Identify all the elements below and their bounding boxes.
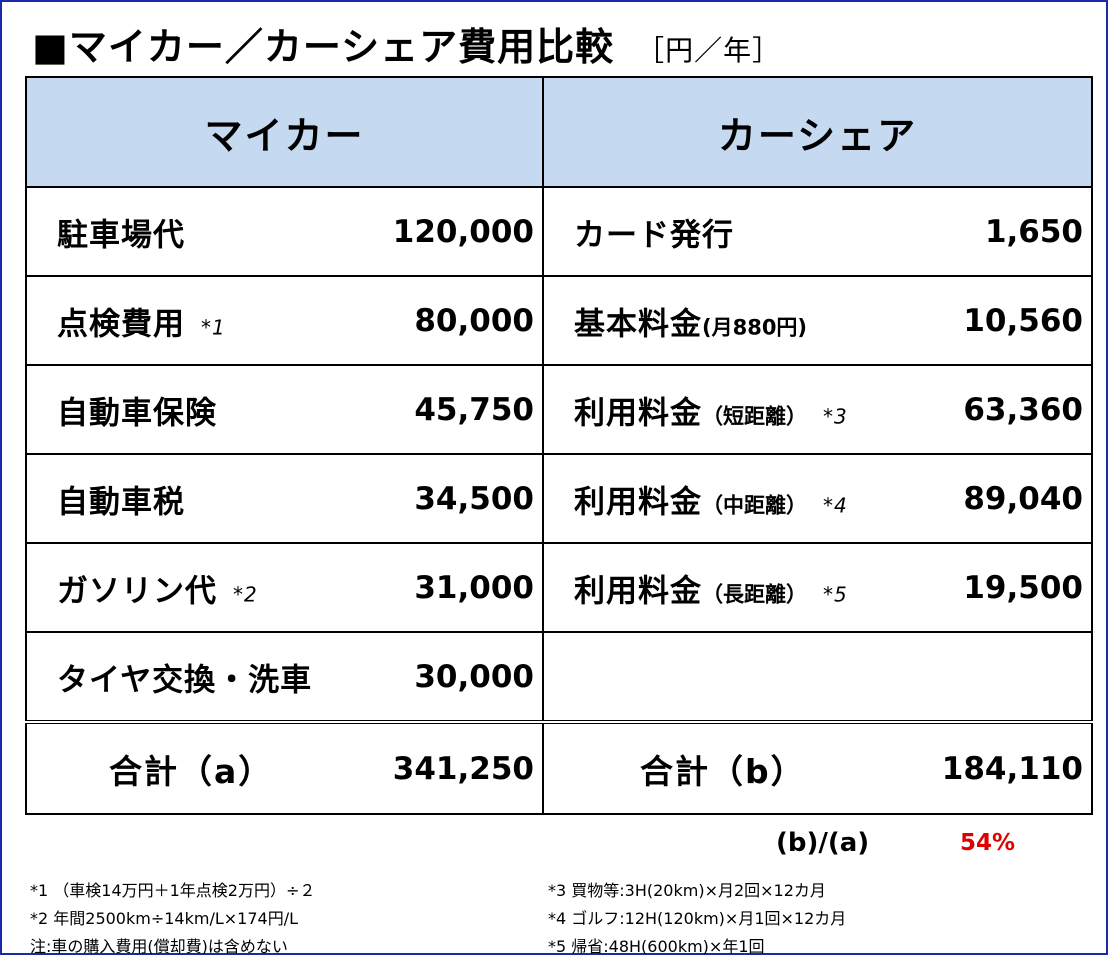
ratio-value: 54% [960, 830, 1016, 856]
left-item-label: ガソリン代 *2 [57, 565, 258, 610]
left-item-name: 点検費用 [57, 306, 185, 342]
right-cell [542, 631, 1093, 723]
cost-row: 駐車場代 120,000 カード発行 1,650 [25, 186, 1093, 277]
ratio-label: (b)/(a) [776, 828, 870, 858]
right-item-name: 利用料金 [574, 573, 702, 609]
left-item-name: タイヤ交換・洗車 [57, 662, 313, 698]
left-item-value: 45,750 [414, 391, 534, 428]
comparison-table: マイカー カーシェア 駐車場代 120,000 カード発行 1,650 点検費用 *1 80… [25, 76, 1093, 815]
total-b-label: 合計（b） [640, 751, 806, 791]
left-cell: 駐車場代 120,000 [25, 186, 544, 277]
right-footnote-ref: *5 [823, 582, 848, 606]
title-main: ■マイカー／カーシェア費用比較 [32, 25, 615, 69]
right-item-label: 基本料金(月880円) [574, 298, 823, 343]
total-mycar-cell: 合計（a） 341,250 [25, 720, 544, 815]
page-title: ■マイカー／カーシェア費用比較 ［円／年］ [32, 16, 781, 71]
total-a-value: 341,250 [392, 750, 534, 787]
right-cell: 利用料金（中距離） *4 89,040 [542, 453, 1093, 544]
total-a-label: 合計（a） [109, 751, 274, 791]
left-footnote-ref: *1 [201, 315, 226, 339]
right-item-label [574, 659, 590, 695]
right-item-value: 63,360 [963, 391, 1083, 428]
cost-row: 自動車保険 45,750 利用料金（短距離） *3 63,360 [25, 364, 1093, 455]
right-footnote-ref: *3 [823, 404, 848, 428]
footnote-1: *1 （車検14万円＋1年点検2万円）÷２ [30, 881, 316, 900]
footnote-2: *2 年間2500km÷14km/L×174円/L [30, 909, 299, 928]
right-cell: 利用料金（短距離） *3 63,360 [542, 364, 1093, 455]
right-item-value: 19,500 [963, 569, 1083, 606]
left-item-label: タイヤ交換・洗車 [57, 654, 328, 699]
left-item-name: 自動車保険 [57, 395, 217, 431]
total-row: 合計（a） 341,250 合計（b） 184,110 [25, 720, 1093, 815]
right-item-label: 利用料金（短距離） *3 [574, 387, 848, 432]
left-cell: 自動車税 34,500 [25, 453, 544, 544]
left-item-name: 駐車場代 [57, 217, 185, 253]
right-footnote-ref: *4 [823, 493, 848, 517]
total-carshare-cell: 合計（b） 184,110 [542, 720, 1093, 815]
right-item-value: 10,560 [963, 302, 1083, 339]
header-row: マイカー カーシェア [25, 76, 1093, 188]
left-cell: 点検費用 *1 80,000 [25, 275, 544, 366]
left-cell: 自動車保険 45,750 [25, 364, 544, 455]
footnote-note: 注:車の購入費用(償却費)は含めない [30, 937, 288, 956]
left-item-value: 34,500 [414, 480, 534, 517]
total-b-value: 184,110 [941, 750, 1083, 787]
right-item-detail: （短距離） [702, 404, 807, 428]
right-item-detail: (月880円) [702, 315, 808, 339]
header-mycar: マイカー [25, 76, 544, 188]
footnote-3: *3 買物等:3H(20km)×月2回×12カ月 [548, 881, 826, 900]
right-item-label: 利用料金（長距離） *5 [574, 565, 848, 610]
left-item-label: 自動車税 [57, 476, 201, 521]
right-item-name: 利用料金 [574, 484, 702, 520]
left-item-value: 120,000 [392, 213, 534, 250]
left-item-value: 31,000 [414, 569, 534, 606]
title-unit: ［円／年］ [636, 34, 782, 67]
right-cell: 基本料金(月880円) 10,560 [542, 275, 1093, 366]
right-cell: カード発行 1,650 [542, 186, 1093, 277]
footnote-4: *4 ゴルフ:12H(120km)×月1回×12カ月 [548, 909, 847, 928]
right-item-label: 利用料金（中距離） *4 [574, 476, 848, 521]
right-item-label: カード発行 [574, 209, 750, 254]
cost-row: 点検費用 *1 80,000 基本料金(月880円) 10,560 [25, 275, 1093, 366]
right-item-value: 1,650 [984, 213, 1083, 250]
right-item-name: 利用料金 [574, 395, 702, 431]
left-footnote-ref: *2 [233, 582, 258, 606]
right-item-detail: （中距離） [702, 493, 807, 517]
footnote-5: *5 帰省:48H(600km)×年1回 [548, 937, 765, 956]
right-item-name: 基本料金 [574, 306, 702, 342]
right-item-value: 89,040 [963, 480, 1083, 517]
left-item-label: 自動車保険 [57, 387, 233, 432]
left-cell: タイヤ交換・洗車 30,000 [25, 631, 544, 723]
right-item-name: カード発行 [574, 217, 734, 253]
left-item-label: 点検費用 *1 [57, 298, 226, 343]
left-cell: ガソリン代 *2 31,000 [25, 542, 544, 633]
right-item-detail: （長距離） [702, 582, 807, 606]
cost-row: タイヤ交換・洗車 30,000 [25, 631, 1093, 723]
right-cell: 利用料金（長距離） *5 19,500 [542, 542, 1093, 633]
left-item-value: 30,000 [414, 658, 534, 695]
header-carshare: カーシェア [542, 76, 1093, 188]
left-item-label: 駐車場代 [57, 209, 201, 254]
left-item-name: 自動車税 [57, 484, 185, 520]
cost-row: 自動車税 34,500 利用料金（中距離） *4 89,040 [25, 453, 1093, 544]
cost-row: ガソリン代 *2 31,000 利用料金（長距離） *5 19,500 [25, 542, 1093, 633]
left-item-name: ガソリン代 [57, 573, 217, 609]
left-item-value: 80,000 [414, 302, 534, 339]
cost-rows: 駐車場代 120,000 カード発行 1,650 点検費用 *1 80,000 基本料金(月8… [25, 186, 1093, 723]
